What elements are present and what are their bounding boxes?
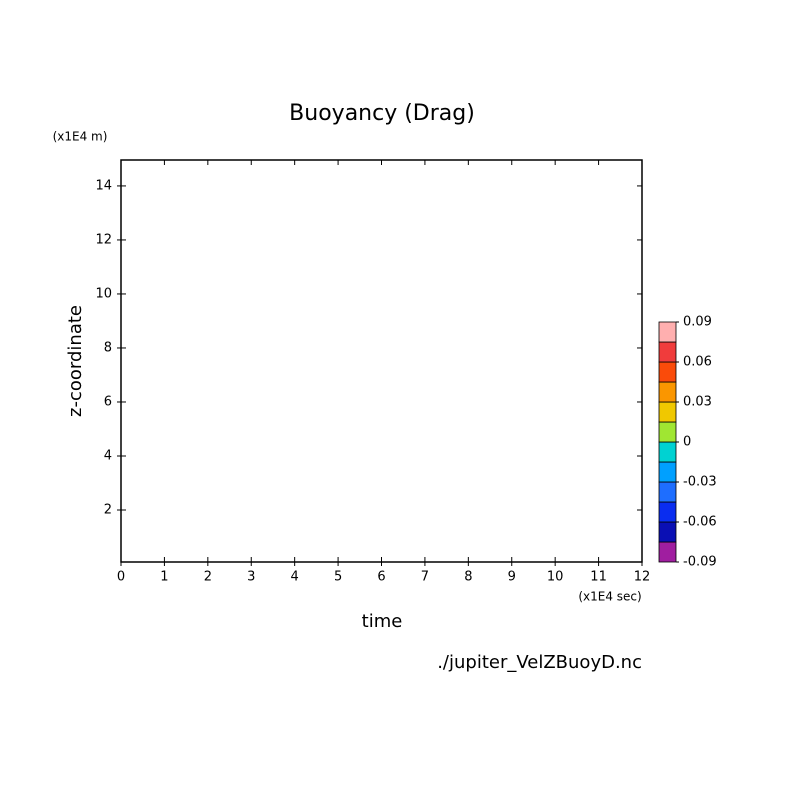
y-tick-label: 2 [104, 503, 112, 518]
y-axis-title: z-coordinate [65, 305, 86, 417]
x-tick-label: 6 [377, 570, 385, 585]
colorbar-box [658, 321, 677, 343]
y-tick-label: 14 [95, 178, 112, 193]
y-tick-label: 12 [95, 232, 112, 247]
colorbar-tick-label: 0 [683, 435, 691, 450]
colorbar-box [658, 501, 677, 523]
colorbar-box [658, 421, 677, 443]
x-axis-title: time [362, 611, 403, 632]
x-tick-label: 7 [421, 570, 429, 585]
y-tick-label: 4 [104, 448, 112, 463]
x-tick-label: 11 [590, 570, 607, 585]
colorbar-box [658, 541, 677, 563]
y-tick-label: 8 [104, 340, 112, 355]
colorbar-tick-label: 0.03 [683, 395, 712, 410]
colorbar-box [658, 401, 677, 423]
colorbar-box [658, 481, 677, 503]
colorbar-tick-label: 0.06 [683, 355, 712, 370]
x-tick-label: 12 [634, 570, 651, 585]
colorbar-box [658, 441, 677, 463]
x-tick-label: 4 [291, 570, 299, 585]
y-unit: (x1E4 m) [53, 130, 108, 144]
x-tick-label: 1 [160, 570, 168, 585]
colorbar-box [658, 361, 677, 383]
colorbar-tick-label: -0.06 [683, 515, 717, 530]
x-tick-label: 5 [334, 570, 342, 585]
x-unit: (x1E4 sec) [578, 590, 641, 604]
colorbar-box [658, 381, 677, 403]
chart-title: Buoyancy (Drag) [289, 101, 475, 126]
y-tick-label: 6 [104, 394, 112, 409]
colorbar-box [658, 341, 677, 363]
colorbar-tick-label: 0.09 [683, 315, 712, 330]
x-tick-label: 8 [464, 570, 472, 585]
colorbar-tick-label: -0.03 [683, 475, 717, 490]
x-tick-label: 2 [204, 570, 212, 585]
source-file: ./jupiter_VelZBuoyD.nc [437, 652, 642, 673]
colorbar-box [658, 521, 677, 543]
colorbar-box [658, 461, 677, 483]
colorbar-tick-label: -0.09 [683, 555, 717, 570]
y-tick-label: 10 [95, 286, 112, 301]
x-tick-label: 9 [508, 570, 516, 585]
x-tick-label: 10 [547, 570, 564, 585]
x-tick-label: 3 [247, 570, 255, 585]
x-tick-label: 0 [117, 570, 125, 585]
